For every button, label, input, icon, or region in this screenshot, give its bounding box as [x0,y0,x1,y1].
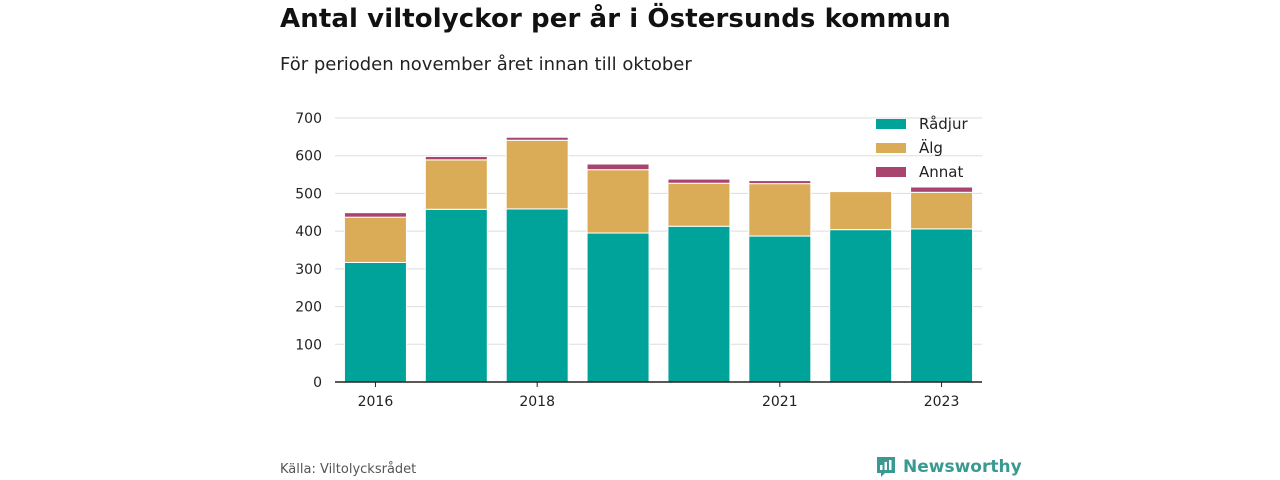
legend-swatch [876,143,906,153]
bar-segment [343,212,407,218]
y-tick-label: 600 [295,149,322,165]
brand-logo: Newsworthy [875,455,1022,479]
bar-segment [910,191,974,230]
stacked-bar-chart: 0 100 200 300 400 500 600 700 2016 2018 2021 2023 R… [295,111,982,410]
y-tick-label: 100 [295,337,322,353]
legend-swatch [876,119,906,129]
bar-segment [910,228,974,383]
bar-segment [424,208,488,383]
bar-segment [748,235,812,383]
y-tick-label: 400 [295,224,322,240]
bar-segment [505,208,569,383]
bar-segment [667,225,731,383]
legend: Rådjur Älg Annat [876,115,968,181]
bar-segment [748,180,812,185]
bar-segment [586,163,650,171]
legend-swatch [876,167,906,177]
source-note: Källa: Viltolycksrådet [280,462,417,477]
bar-segment [748,183,812,237]
axes: 0 100 200 300 400 500 600 700 2016 2018 2021 2023 [295,111,982,410]
chart-subtitle: För perioden november året innan till ok… [280,54,692,75]
bar-segment [829,191,893,231]
newsworthy-logo-icon [877,457,895,477]
chart-title: Antal viltolyckor per år i Östersunds ko… [280,4,951,34]
y-tick-label: 500 [295,186,322,202]
bars [343,136,974,383]
bar-segment [667,182,731,227]
x-tick-label: 2018 [519,394,555,410]
legend-label: Älg [919,138,943,157]
y-tick-label: 0 [313,375,322,391]
y-tick-label: 300 [295,262,322,278]
x-tick-label: 2016 [358,394,394,410]
bar-segment [667,178,731,184]
y-tick-label: 700 [295,111,322,127]
bar-segment [829,229,893,383]
legend-label: Annat [919,163,963,181]
bar-segment [505,139,569,210]
bar-segment [505,136,569,141]
y-tick-label: 200 [295,300,322,316]
bar-segment [343,216,407,263]
x-tick-label: 2021 [762,394,798,410]
bar-segment [910,186,974,193]
bar-segment [424,155,488,161]
legend-label: Rådjur [919,115,968,133]
bar-segment [424,159,488,210]
brand-name: Newsworthy [903,457,1022,477]
bar-segment [586,232,650,383]
bar-segment [586,169,650,234]
bar-segment [343,261,407,383]
x-tick-label: 2023 [924,394,960,410]
